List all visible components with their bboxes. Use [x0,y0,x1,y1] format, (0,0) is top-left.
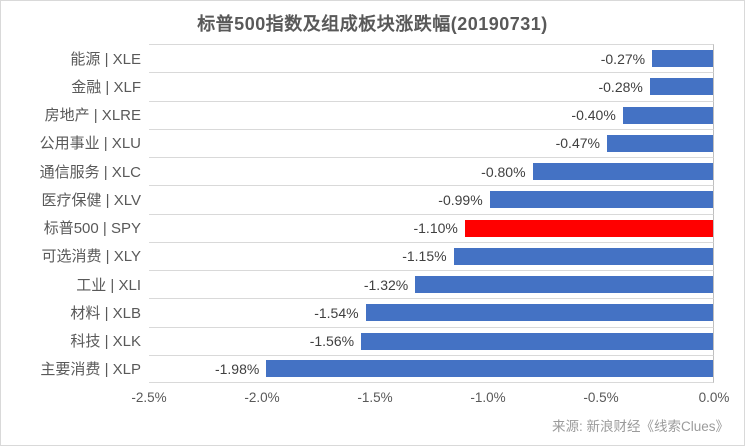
value-label: -0.80% [481,163,526,180]
bar-cell: -0.80% [149,157,714,186]
category-label: 可选消费 | XLY [41,248,141,266]
bar [652,50,713,68]
category-label: 房地产 | XLRE [44,107,141,125]
category-label: 科技 | XLK [70,333,141,351]
category-label: 材料 | XLB [70,304,141,322]
category-label: 金融 | XLF [71,78,141,96]
bar [606,134,713,152]
bar [622,106,713,124]
bar [266,360,713,378]
category-row: 医疗保健 | XLV -0.99% [1,185,714,214]
bar-cell: -0.99% [149,185,714,214]
bar [649,78,713,96]
category-row: 科技 | XLK -1.56% [1,326,714,355]
value-label: -0.28% [598,78,643,95]
chart-title: 标普500指数及组成板块涨跌幅(20190731) [197,14,548,34]
x-axis-tick-label: -1.0% [470,390,506,405]
bar [532,163,713,181]
bar [489,191,713,209]
value-label: -0.40% [571,107,616,124]
category-row: 能源 | XLE -0.27% [1,44,714,73]
value-label: -1.10% [413,220,458,237]
bar-cell: -1.32% [149,270,714,299]
bar-cell: -0.40% [149,100,714,129]
category-row: 主要消费 | XLP -1.98% [1,354,714,383]
x-axis-tick-label: 0.0% [698,390,730,405]
bar-cell: -1.98% [149,354,714,383]
bar-cell: -0.28% [149,72,714,101]
category-label: 公用事业 | XLU [39,135,141,153]
value-label: -1.54% [314,304,359,321]
plot-area: 能源 | XLE -0.27% 金融 | XLF -0.28% 房地产 | XL… [1,44,714,383]
value-label: -0.27% [600,50,646,67]
x-axis: -2.5% -2.0% -1.5% -1.0% -0.5% 0.0% [131,390,729,408]
bar-cell: -1.56% [149,326,714,355]
bar-cell: -1.15% [149,241,714,270]
bar [365,304,713,322]
category-row: 房地产 | XLRE -0.40% [1,100,714,129]
category-label: 医疗保健 | XLV [41,191,141,209]
category-row: 可选消费 | XLY -1.15% [1,241,714,270]
category-label: 标普500 | SPY [43,220,141,238]
value-label: -0.47% [555,135,600,152]
category-label: 通信服务 | XLC [39,163,141,181]
x-axis-tick-label: -2.5% [131,390,167,405]
value-label: -1.32% [363,276,409,293]
x-axis-tick-label: -1.5% [357,390,393,405]
source-note: 来源: 新浪财经《线索Clues》 [551,419,729,434]
category-row: 材料 | XLB -1.54% [1,298,714,327]
value-label: -1.98% [214,360,260,377]
bar-cell: -0.47% [149,128,714,157]
category-label: 能源 | XLE [70,50,141,68]
value-label: -1.56% [309,333,355,350]
category-row: 公用事业 | XLU -0.47% [1,128,714,157]
value-label: -0.99% [438,191,483,208]
value-label: -1.15% [402,248,447,265]
bar [464,219,713,237]
bar [453,247,713,265]
category-row: 通信服务 | XLC -0.80% [1,157,714,186]
category-row: 工业 | XLI -1.32% [1,270,714,299]
x-axis-tick-label: -0.5% [583,390,619,405]
x-axis-tick-label: -2.0% [244,390,280,405]
bar-cell: -1.10% [149,213,714,242]
category-row: 标普500 | SPY -1.10% [1,213,714,242]
bar-cell: -0.27% [149,44,714,73]
bar [361,332,713,350]
category-row: 金融 | XLF -0.28% [1,72,714,101]
category-label: 主要消费 | XLP [40,361,141,379]
bar-cell: -1.54% [149,298,714,327]
bar [415,276,713,294]
category-label: 工业 | XLI [76,276,141,294]
